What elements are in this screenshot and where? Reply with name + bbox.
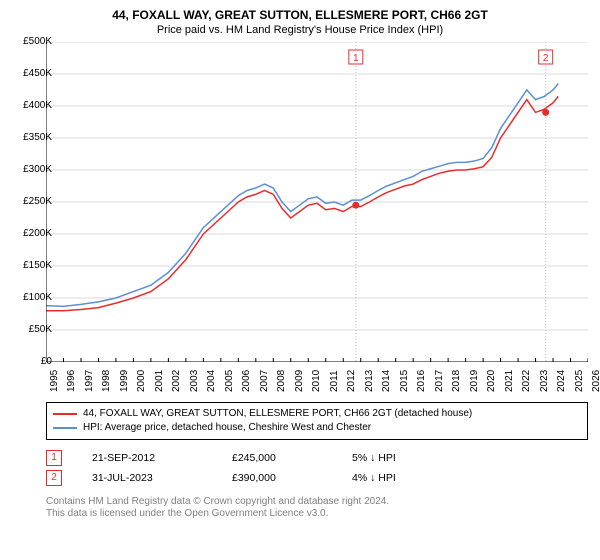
x-tick-label: 2004 [206, 370, 217, 392]
y-tick-label: £200K [8, 229, 52, 239]
chart-subtitle: Price paid vs. HM Land Registry's House … [0, 22, 600, 42]
x-tick-label: 1995 [49, 370, 60, 392]
sales-table: 1 21-SEP-2012 £245,000 5% ↓ HPI 2 31-JUL… [46, 448, 588, 488]
x-axis-labels: 1995 1996 1997 1998 1999 2000 2001 2002 2003 2004… [0, 362, 600, 396]
x-tick-label: 2014 [381, 370, 392, 392]
x-tick-label: 2010 [311, 370, 322, 392]
y-tick-label: £50K [8, 325, 52, 335]
legend-label-hpi: HPI: Average price, detached house, Ches… [83, 421, 371, 435]
sale-diff: 5% ↓ HPI [352, 448, 452, 468]
x-tick-label: 2015 [399, 370, 410, 392]
footnote-line: This data is licensed under the Open Gov… [46, 508, 588, 520]
x-tick-label: 2003 [189, 370, 200, 392]
x-tick-label: 2006 [241, 370, 252, 392]
sale-price: £245,000 [232, 448, 322, 468]
x-tick-label: 2020 [486, 370, 497, 392]
x-tick-label: 2007 [259, 370, 270, 392]
x-tick-label: 1997 [84, 370, 95, 392]
x-tick-label: 1996 [66, 370, 77, 392]
page: 44, FOXALL WAY, GREAT SUTTON, ELLESMERE … [0, 0, 600, 560]
x-tick-label: 2000 [136, 370, 147, 392]
chart-title: 44, FOXALL WAY, GREAT SUTTON, ELLESMERE … [0, 0, 600, 22]
sale-row: 2 31-JUL-2023 £390,000 4% ↓ HPI [46, 468, 588, 488]
y-tick-label: £450K [8, 69, 52, 79]
x-tick-label: 1998 [101, 370, 112, 392]
x-tick-label: 2002 [171, 370, 182, 392]
legend-item-hpi: HPI: Average price, detached house, Ches… [53, 421, 581, 435]
line-chart-svg: 12 [46, 42, 588, 362]
y-tick-label: £250K [8, 197, 52, 207]
legend-swatch-hpi [53, 427, 77, 429]
y-tick-label: £300K [8, 165, 52, 175]
footnote: Contains HM Land Registry data © Crown c… [46, 496, 588, 520]
legend-swatch-property [53, 413, 77, 415]
x-tick-label: 2001 [154, 370, 165, 392]
x-tick-label: 2011 [329, 370, 340, 392]
x-tick-label: 2024 [556, 370, 567, 392]
sale-diff: 4% ↓ HPI [352, 468, 452, 488]
x-tick-label: 2026 [591, 370, 600, 392]
x-tick-label: 2013 [364, 370, 375, 392]
sale-marker-2: 2 [46, 470, 62, 486]
sale-row: 1 21-SEP-2012 £245,000 5% ↓ HPI [46, 448, 588, 468]
sale-date: 31-JUL-2023 [92, 468, 202, 488]
x-tick-label: 2022 [521, 370, 532, 392]
sale-marker-1: 1 [46, 450, 62, 466]
x-tick-label: 2009 [294, 370, 305, 392]
legend-item-property: 44, FOXALL WAY, GREAT SUTTON, ELLESMERE … [53, 407, 581, 421]
x-tick-label: 2017 [434, 370, 445, 392]
svg-text:1: 1 [353, 53, 359, 64]
y-tick-label: £400K [8, 101, 52, 111]
x-tick-label: 2018 [451, 370, 462, 392]
sale-date: 21-SEP-2012 [92, 448, 202, 468]
x-tick-label: 2021 [504, 370, 515, 392]
x-tick-label: 2019 [469, 370, 480, 392]
y-tick-label: £500K [8, 37, 52, 47]
svg-text:2: 2 [543, 53, 549, 64]
y-tick-label: £0 [8, 357, 52, 367]
x-tick-label: 1999 [119, 370, 130, 392]
x-tick-label: 2005 [224, 370, 235, 392]
x-tick-label: 2012 [346, 370, 357, 392]
x-tick-label: 2023 [539, 370, 550, 392]
x-tick-label: 2025 [574, 370, 585, 392]
y-tick-label: £150K [8, 261, 52, 271]
y-tick-label: £350K [8, 133, 52, 143]
x-tick-label: 2016 [416, 370, 427, 392]
legend-label-property: 44, FOXALL WAY, GREAT SUTTON, ELLESMERE … [83, 407, 472, 421]
chart-area: 12 [46, 42, 588, 362]
sale-price: £390,000 [232, 468, 322, 488]
legend: 44, FOXALL WAY, GREAT SUTTON, ELLESMERE … [46, 402, 588, 440]
footnote-line: Contains HM Land Registry data © Crown c… [46, 496, 588, 508]
y-tick-label: £100K [8, 293, 52, 303]
x-tick-label: 2008 [276, 370, 287, 392]
